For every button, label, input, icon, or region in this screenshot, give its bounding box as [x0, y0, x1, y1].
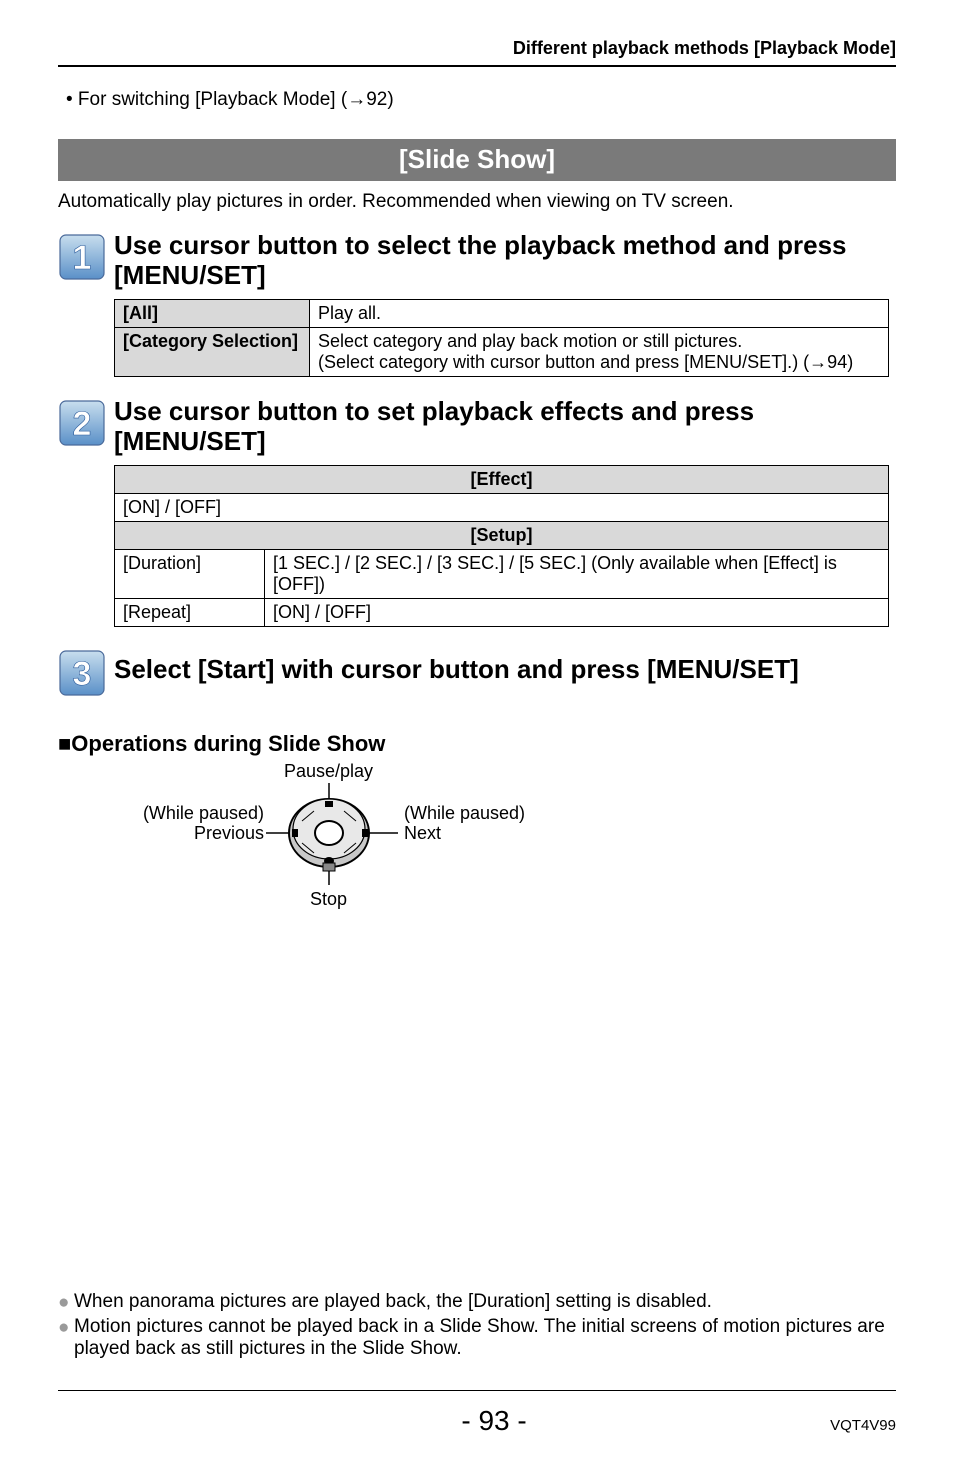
- note-text: Motion pictures cannot be played back in…: [74, 1316, 896, 1360]
- operations-heading: ■Operations during Slide Show: [58, 731, 896, 757]
- table-row-label: [All]: [115, 299, 310, 327]
- section-title-banner: [Slide Show]: [58, 139, 896, 181]
- step-1: 1 Use cursor button to select the playba…: [58, 231, 896, 291]
- section-intro: Automatically play pictures in order. Re…: [58, 191, 896, 213]
- table-row-label: [Duration]: [115, 549, 265, 598]
- bullet-dot-icon: ●: [58, 1316, 74, 1340]
- note-text: When panorama pictures are played back, …: [74, 1291, 896, 1313]
- step-2: 2 Use cursor button to set playback effe…: [58, 397, 896, 457]
- svg-text:1: 1: [73, 239, 92, 277]
- effect-row: [ON] / [OFF]: [115, 493, 889, 521]
- setup-header: [Setup]: [115, 521, 889, 549]
- header-rule: [58, 65, 896, 67]
- operations-diagram: Pause/play (While paused) Previous (Whil…: [114, 761, 544, 911]
- table-row-label: [Category Selection]: [115, 327, 310, 376]
- header-breadcrumb: Different playback methods [Playback Mod…: [58, 38, 896, 65]
- step-1-badge-icon: 1: [58, 233, 106, 281]
- step-3-badge-icon: 3: [58, 649, 106, 697]
- step-2-table: [Effect] [ON] / [OFF] [Setup] [Duration]…: [114, 465, 889, 627]
- table-row-desc: [1 SEC.] / [2 SEC.] / [3 SEC.] / [5 SEC.…: [265, 549, 889, 598]
- step-1-title: Use cursor button to select the playback…: [114, 231, 896, 291]
- page-footer: - 93 - VQT4V99: [58, 1390, 896, 1437]
- table-row-desc: Select category and play back motion or …: [310, 327, 889, 376]
- svg-text:3: 3: [73, 655, 92, 693]
- cursor-pad-icon: [114, 761, 544, 911]
- note-row: ● When panorama pictures are played back…: [58, 1291, 896, 1315]
- doc-code: VQT4V99: [830, 1417, 896, 1434]
- step-3: 3 Select [Start] with cursor button and …: [58, 647, 896, 697]
- bullet-dot-icon: ●: [58, 1291, 74, 1315]
- page-number: - 93 -: [158, 1405, 830, 1437]
- table-row-desc: Play all.: [310, 299, 889, 327]
- effect-header: [Effect]: [115, 465, 889, 493]
- table-row-desc: [ON] / [OFF]: [265, 598, 889, 626]
- step-2-badge-icon: 2: [58, 399, 106, 447]
- switch-playback-line: • For switching [Playback Mode] (→92): [58, 89, 896, 111]
- step-2-title: Use cursor button to set playback effect…: [114, 397, 896, 457]
- table-row-label: [Repeat]: [115, 598, 265, 626]
- note-row: ● Motion pictures cannot be played back …: [58, 1316, 896, 1360]
- svg-text:2: 2: [73, 405, 92, 443]
- notes-section: ● When panorama pictures are played back…: [58, 1291, 896, 1361]
- step-1-table: [All] Play all. [Category Selection] Sel…: [114, 299, 889, 377]
- step-3-title: Select [Start] with cursor button and pr…: [114, 647, 799, 685]
